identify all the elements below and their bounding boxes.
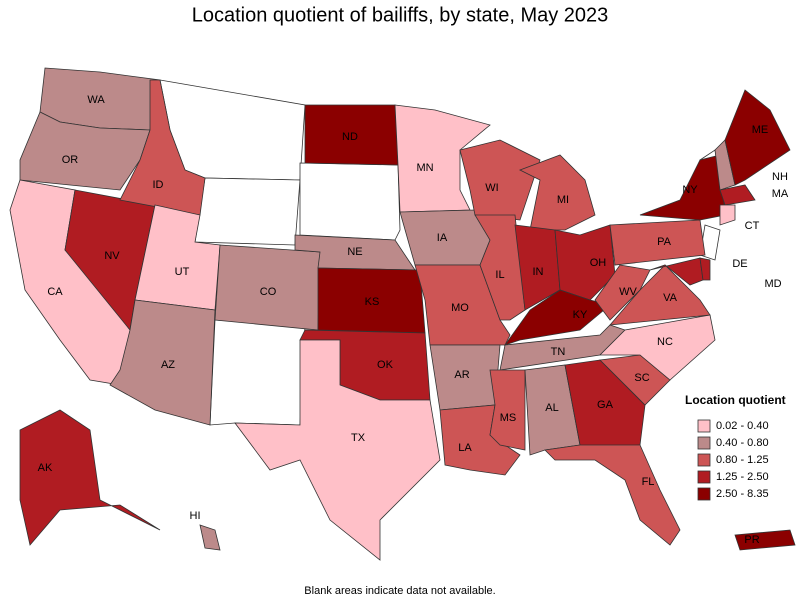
state-label: HI [190,510,201,522]
legend: 0.02 - 0.40 0.40 - 0.80 0.80 - 1.25 1.25 - … [697,419,769,501]
state-label: MA [772,188,789,200]
state-label: OR [62,154,79,166]
state [544,444,681,546]
state [609,264,711,326]
map-title: Location quotient of bailiffs, by state,… [192,4,609,26]
state [394,104,491,213]
state-label: GA [597,399,614,411]
state-label: TX [351,432,366,444]
blank-state [299,162,401,241]
state [199,524,221,551]
state-label: AR [454,369,469,381]
state-label: OH [590,257,607,269]
state-label: FL [642,476,655,488]
state-label: AK [38,462,53,474]
state-label: WI [485,182,498,194]
state-label: NE [347,246,362,258]
state-label: MI [557,194,569,206]
state-label: WV [619,286,637,298]
state-label: NC [657,336,673,348]
state [119,79,206,216]
state-label: NV [104,250,120,262]
state-label: PR [744,534,759,546]
legend-label: 0.80 - 1.25 [716,454,769,466]
state [459,139,541,221]
state [599,314,716,381]
state-label: MS [500,412,517,424]
state-label: TN [551,346,566,358]
state-label: CT [745,220,760,232]
state [724,89,791,186]
legend-swatch [697,453,711,467]
state [649,257,704,286]
state-label: IA [437,232,448,244]
state-label: MO [451,302,469,314]
state-label: ND [342,131,358,143]
legend-label: 1.25 - 2.50 [716,471,769,483]
state-label: KS [365,296,380,308]
state-label: PA [657,236,672,248]
state-label: MN [416,162,433,174]
state [109,299,216,426]
legend-swatch [697,436,711,450]
state-label: CO [260,286,277,298]
state-label: OK [377,359,394,371]
state [719,204,736,226]
state-labels: WA OR CA NV ID UT AZ CO ND NE KS OK TX MN IA MO AR LA WI IL… [38,94,789,546]
states [9,67,796,561]
footnote: Blank areas indicate data not available. [304,585,495,597]
state-label: AL [545,402,558,414]
state [19,409,161,546]
state-label: DE [732,258,747,270]
state [594,264,651,321]
state-label: AZ [161,359,175,371]
legend-label: 0.40 - 0.80 [716,437,769,449]
state-label: IN [533,266,544,278]
state-label: LA [458,442,472,454]
legend-label: 0.02 - 0.40 [716,420,769,432]
state [234,339,441,561]
state [699,257,711,281]
legend-title: Location quotient [685,393,786,407]
state-label: WA [87,94,105,106]
state-label: UT [175,266,190,278]
state-label: NY [682,184,698,196]
legend-swatch [697,487,711,501]
state-label: VA [663,292,678,304]
state-label: IL [495,269,504,281]
blank-state [194,177,301,246]
state [609,219,706,266]
state [719,184,756,206]
legend-swatch [697,419,711,433]
blank-state [209,319,306,426]
state-label: CA [47,286,63,298]
state-label: ME [752,124,769,136]
state [519,154,596,231]
state [734,529,796,551]
state-label: ID [153,179,164,191]
state-label: SC [634,372,649,384]
state-label: KY [573,309,588,321]
legend-swatch [697,470,711,484]
legend-label: 2.50 - 8.35 [716,488,769,500]
state [489,369,526,451]
state-label: MD [764,278,781,290]
state-label: NH [772,171,788,183]
